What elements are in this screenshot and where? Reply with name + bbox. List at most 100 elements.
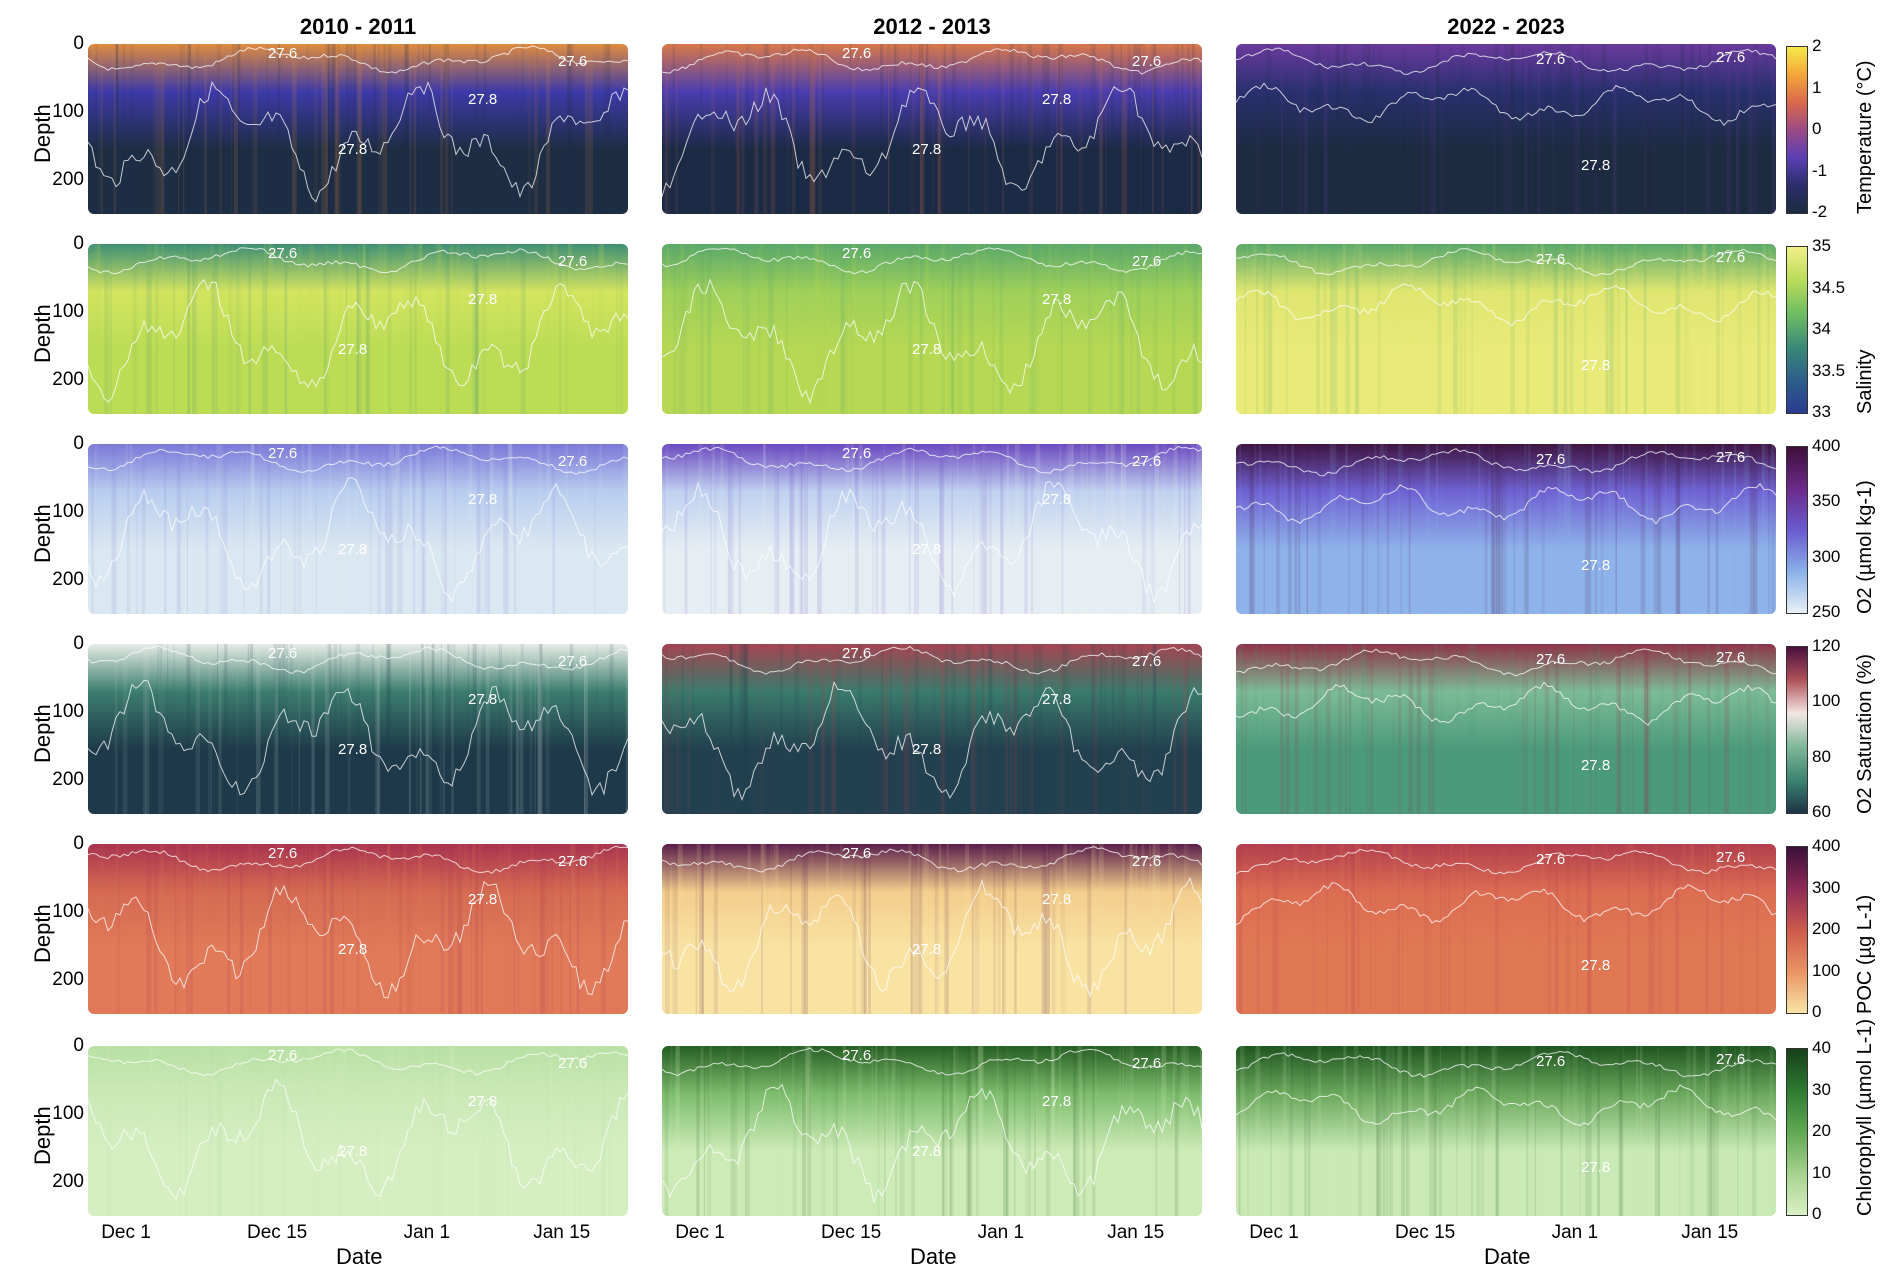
texture-streak: [1288, 1046, 1291, 1216]
texture-streak: [858, 444, 863, 614]
texture-streak: [509, 844, 513, 1014]
texture-streak: [1188, 44, 1190, 214]
texture-streak: [546, 44, 551, 214]
texture-streak: [948, 244, 950, 414]
texture-streak: [776, 844, 779, 1014]
texture-streak: [176, 444, 180, 614]
texture-streak: [941, 1046, 945, 1216]
texture-streak: [807, 1046, 812, 1216]
texture-streak: [559, 244, 561, 414]
texture-streak: [802, 1046, 806, 1216]
texture-streak: [1720, 844, 1722, 1014]
texture-streak: [608, 1046, 614, 1216]
texture-streak: [1316, 244, 1320, 414]
texture-streak: [224, 444, 227, 614]
heatmap-svg: 27.6 27.627.827.8: [88, 444, 628, 614]
texture-streak: [616, 244, 619, 414]
texture-streak: [1626, 644, 1631, 814]
texture-streak: [1313, 644, 1318, 814]
texture-streak: [129, 444, 133, 614]
texture-streak: [1534, 644, 1537, 814]
texture-streak: [1284, 444, 1287, 614]
heatmap-panel: 27.6 27.6 27.8 27.8: [662, 644, 1202, 814]
texture-streak: [447, 644, 450, 814]
texture-streak: [850, 44, 852, 214]
texture-streak: [993, 844, 996, 1014]
texture-streak: [792, 44, 796, 214]
texture-streak: [565, 244, 568, 414]
texture-streak: [818, 244, 820, 414]
texture-streak: [1132, 844, 1137, 1014]
texture-streak: [519, 644, 524, 814]
texture-streak: [1559, 644, 1561, 814]
texture-streak: [243, 444, 245, 614]
texture-streak: [1117, 244, 1123, 414]
texture-streak: [779, 644, 783, 814]
texture-streak: [583, 644, 586, 814]
texture-streak: [944, 644, 949, 814]
texture-streak: [1702, 244, 1707, 414]
texture-streak: [189, 844, 193, 1014]
texture-streak: [1366, 244, 1369, 414]
isopycnal-contour: [1236, 681, 1776, 726]
texture-streak: [432, 644, 435, 814]
texture-streak: [216, 444, 220, 614]
heatmap-field: [662, 244, 1202, 414]
texture-streak: [1353, 244, 1358, 414]
texture-streak: [925, 244, 929, 414]
texture-streak: [293, 444, 296, 614]
texture-streak: [515, 244, 517, 414]
texture-streak: [1504, 44, 1509, 214]
texture-streak: [530, 844, 534, 1014]
texture-streak: [1351, 844, 1356, 1014]
texture-streak: [267, 444, 271, 614]
texture-streak: [281, 844, 283, 1014]
texture-streak: [1403, 44, 1406, 214]
texture-streak: [1322, 844, 1325, 1014]
texture-streak: [1532, 244, 1538, 414]
texture-streak: [1705, 44, 1710, 214]
texture-streak: [1494, 44, 1499, 214]
texture-streak: [813, 44, 815, 214]
texture-streak: [365, 844, 367, 1014]
texture-streak: [1003, 1046, 1008, 1216]
texture-streak: [624, 1046, 628, 1216]
texture-streak: [727, 444, 732, 614]
texture-streak: [552, 444, 556, 614]
texture-streak: [571, 1046, 573, 1216]
texture-streak: [420, 644, 425, 814]
texture-streak: [425, 44, 427, 214]
heatmap-svg: 27.6 27.627.827.8: [662, 244, 1202, 414]
texture-streak: [1072, 1046, 1075, 1216]
texture-streak: [435, 1046, 439, 1216]
texture-streak: [1541, 444, 1545, 614]
texture-streak: [1761, 444, 1765, 614]
texture-streak: [601, 844, 606, 1014]
texture-streak: [458, 844, 463, 1014]
texture-streak: [970, 644, 974, 814]
texture-streak: [354, 444, 357, 614]
texture-streak: [1600, 444, 1604, 614]
heatmap-field: [1236, 44, 1776, 214]
texture-streak: [546, 244, 551, 414]
texture-streak: [1408, 1046, 1411, 1216]
texture-streak: [1408, 244, 1414, 414]
texture-streak: [1689, 844, 1694, 1014]
texture-streak: [881, 444, 886, 614]
texture-streak: [294, 1046, 296, 1216]
texture-streak: [682, 244, 687, 414]
y-tick-label: 100: [52, 501, 84, 522]
texture-streak: [1322, 44, 1324, 214]
texture-streak: [185, 1046, 187, 1216]
texture-streak: [1529, 44, 1531, 214]
texture-streak: [451, 844, 453, 1014]
texture-streak: [216, 1046, 221, 1216]
texture-streak: [862, 844, 866, 1014]
texture-streak: [1461, 44, 1463, 214]
texture-streak: [1110, 244, 1113, 414]
texture-streak: [696, 244, 698, 414]
texture-streak: [359, 44, 362, 214]
texture-streak: [579, 1046, 583, 1216]
texture-streak: [789, 444, 793, 614]
texture-streak: [675, 844, 678, 1014]
